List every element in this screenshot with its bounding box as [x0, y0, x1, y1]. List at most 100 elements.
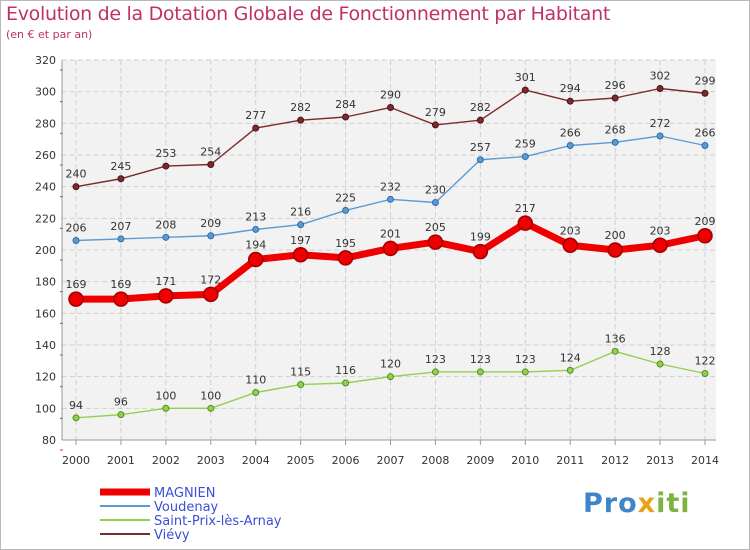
data-label: 232	[380, 180, 401, 193]
data-point	[162, 404, 170, 412]
x-tick-label: 2010	[511, 454, 539, 467]
data-label: 282	[290, 101, 311, 114]
data-point	[158, 288, 174, 304]
y-tick-label: 240	[35, 181, 56, 194]
x-tick-label: 2011	[556, 454, 584, 467]
data-point	[162, 233, 170, 241]
y-tick-label: 280	[35, 117, 56, 130]
y-tick-label: 200	[35, 244, 56, 257]
legend-label: Voudenay	[154, 500, 219, 515]
data-point	[113, 291, 129, 307]
y-tick-label: 180	[35, 276, 56, 289]
x-tick-label: 2004	[242, 454, 270, 467]
data-point	[252, 389, 260, 396]
data-point	[566, 97, 574, 105]
data-point	[297, 116, 305, 124]
data-label: 100	[200, 389, 221, 402]
data-point	[652, 237, 668, 253]
data-point	[472, 243, 489, 260]
data-point	[297, 381, 305, 389]
data-point	[207, 232, 215, 240]
data-label: 100	[155, 389, 176, 402]
y-tick-label: 220	[35, 212, 56, 225]
data-label: 266	[560, 127, 581, 140]
x-tick-label: 2002	[152, 454, 180, 467]
data-point	[427, 234, 444, 250]
data-point	[521, 86, 529, 94]
data-label: 206	[66, 222, 87, 235]
x-tick-label: 2014	[691, 454, 719, 467]
data-point	[72, 414, 80, 422]
data-label: 230	[425, 184, 446, 197]
data-label: 203	[650, 224, 671, 237]
y-tick-label: 320	[35, 54, 56, 67]
data-point	[382, 240, 399, 257]
data-point	[68, 291, 84, 307]
data-label: 194	[245, 239, 266, 252]
data-label: 172	[200, 273, 221, 286]
data-point	[476, 116, 484, 124]
data-point	[247, 251, 264, 268]
x-tick-label: 2012	[601, 454, 629, 467]
data-label: 201	[380, 227, 401, 240]
data-label: 96	[114, 396, 128, 409]
legend-label: Viévy	[154, 528, 190, 543]
data-label: 296	[605, 79, 626, 92]
data-label: 208	[155, 218, 176, 231]
data-label: 225	[335, 191, 356, 204]
data-label: 259	[515, 138, 536, 151]
data-point	[342, 113, 350, 121]
data-label: 216	[290, 206, 311, 219]
legend-label: MAGNIEN	[154, 486, 215, 501]
data-point	[656, 132, 664, 140]
data-point	[566, 366, 574, 374]
data-point	[342, 379, 350, 387]
data-label: 128	[650, 345, 671, 358]
x-tick-label: 2005	[287, 454, 315, 467]
data-label: 120	[380, 358, 401, 371]
data-point	[611, 94, 619, 102]
data-label: 203	[560, 224, 581, 237]
x-tick-label: 2006	[332, 454, 360, 467]
y-tick-label: 120	[35, 371, 56, 384]
y-tick-label: 260	[35, 149, 56, 162]
data-point	[207, 404, 215, 412]
data-label: 200	[605, 229, 626, 242]
data-point	[656, 85, 664, 92]
data-label: 240	[66, 168, 87, 181]
x-tick-label: 2007	[377, 454, 405, 467]
data-label: 299	[695, 74, 716, 87]
data-point	[476, 156, 484, 164]
data-label: 257	[470, 141, 491, 154]
data-point	[607, 242, 623, 258]
data-point	[207, 161, 215, 168]
data-point	[203, 286, 219, 303]
data-label: 268	[605, 123, 626, 136]
y-tick-label: 140	[35, 339, 56, 352]
data-point	[611, 138, 619, 146]
data-point	[337, 250, 354, 266]
data-point	[611, 347, 619, 355]
data-label: 294	[560, 82, 581, 95]
data-label: 207	[110, 220, 131, 233]
x-tick-label: 2009	[466, 454, 494, 467]
x-tick-label: 2003	[197, 454, 225, 467]
data-label: 279	[425, 106, 446, 119]
data-point	[252, 124, 260, 132]
data-label: 284	[335, 98, 356, 111]
data-label: 205	[425, 221, 446, 234]
y-tick-label: 80	[42, 434, 56, 447]
data-label: 277	[245, 109, 266, 122]
x-tick-label: 2001	[107, 454, 135, 467]
data-label: 217	[515, 202, 536, 215]
data-point	[252, 225, 260, 233]
data-point	[701, 142, 709, 149]
data-point	[162, 162, 170, 170]
data-label: 116	[335, 364, 356, 377]
data-label: 282	[470, 101, 491, 114]
y-tick-label: 100	[35, 402, 56, 415]
proxiti-logo: Proxiti	[583, 488, 691, 519]
data-label: 124	[560, 351, 581, 364]
data-label: 302	[650, 70, 671, 83]
